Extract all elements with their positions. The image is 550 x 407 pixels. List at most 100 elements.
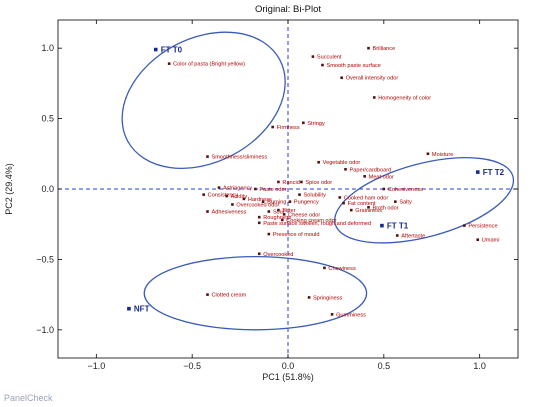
attribute-point <box>330 313 334 316</box>
attribute-point <box>288 200 292 203</box>
attribute-point <box>206 293 209 296</box>
attribute-label: Homogeneity of color <box>378 95 431 101</box>
attribute-point <box>317 160 320 164</box>
attribute-label: Cohesiveness <box>388 187 423 193</box>
attribute-point <box>426 152 430 156</box>
attribute-point <box>463 224 466 227</box>
y-tick-label: 0.5 <box>41 114 54 124</box>
attribute-label: Aftertaste <box>401 233 425 239</box>
attribute-label: Graininess <box>355 208 382 214</box>
attribute-label: Bitter <box>282 208 295 214</box>
attribute-label: Consistency <box>208 193 239 199</box>
zero-lines <box>58 20 518 358</box>
y-tick-label: 0.0 <box>41 184 54 194</box>
attribute-label: Springiness <box>313 295 342 301</box>
attribute-point <box>338 196 342 199</box>
group-ellipses <box>121 31 515 331</box>
attribute-point <box>323 266 326 270</box>
attribute-label: Burning <box>267 200 286 206</box>
attribute-label: Stringy <box>307 121 325 127</box>
attribute-label: Succulent <box>317 55 342 61</box>
attribute-label: Solubility <box>304 193 327 199</box>
y-axis-label: PC2 (29.4%) <box>4 163 14 215</box>
attribute-point <box>367 206 370 209</box>
attribute-point <box>321 63 324 67</box>
x-axis-label: PC1 (51.8%) <box>262 372 314 382</box>
panelcheck-watermark: PanelCheck <box>4 393 53 403</box>
group-ellipse-3 <box>143 255 368 331</box>
attribute-label: Chewiness <box>328 266 356 272</box>
attribute-point <box>349 208 353 212</box>
x-tick-label: 0.5 <box>378 361 391 371</box>
attribute-point <box>340 76 343 80</box>
sample-label: FT T0 <box>161 46 183 55</box>
attribute-point <box>217 186 221 189</box>
attribute-label: Paste surface swollen, rough and deforme… <box>263 221 371 227</box>
data-points: Color of pasta (Bright yellow) Succulent B… <box>127 46 505 318</box>
attribute-point <box>257 252 261 256</box>
attribute-label: Broth odor <box>373 205 399 211</box>
attribute-point <box>367 46 370 50</box>
sample-label: FT T2 <box>483 168 505 177</box>
attribute-point <box>280 218 284 222</box>
axis-ticks: −1.0 −0.5 0.0 0.5 1.0 −1.0 −0.5 0.0 0.5 1.0 <box>36 20 518 371</box>
attribute-point <box>277 208 280 212</box>
attribute-point <box>231 203 234 206</box>
attribute-point <box>300 180 303 184</box>
x-tick-label: 1.0 <box>473 361 486 371</box>
attribute-label: Meat odor <box>369 174 394 180</box>
attribute-point <box>206 155 209 158</box>
attribute-label: Astringency <box>223 186 252 192</box>
attribute-label: Color of pasta (Bright yellow) <box>173 62 245 68</box>
attribute-label: Rancid <box>282 180 299 186</box>
attribute-label: Cooked ham odor <box>344 195 389 201</box>
attribute-label: Overcooked odor <box>236 202 279 208</box>
attribute-label: Brilliance <box>373 46 396 52</box>
attribute-label: Persistence <box>468 224 497 230</box>
sample-label: FT T1 <box>387 222 409 231</box>
attribute-point <box>254 187 257 191</box>
attribute-point <box>267 232 271 236</box>
attribute-point <box>311 55 315 58</box>
attribute-label: Cheese odor <box>288 212 320 218</box>
attribute-label: Pungency <box>294 200 319 206</box>
attribute-label: Smoothness/sliminess <box>212 155 268 161</box>
sample-point <box>127 306 131 311</box>
group-ellipse-1 <box>121 31 286 169</box>
attribute-point <box>372 96 376 99</box>
attribute-point <box>342 201 345 205</box>
attribute-point <box>225 194 228 198</box>
sample-point <box>475 170 480 174</box>
attribute-label: Cooking cream odor <box>286 218 337 224</box>
attribute-point <box>302 121 305 125</box>
attribute-point <box>476 238 480 241</box>
attribute-point <box>363 175 366 178</box>
attribute-label: Firmness <box>277 125 300 131</box>
attribute-label: Sour <box>273 210 285 216</box>
sample-point <box>380 223 384 228</box>
attribute-label: Acidity <box>231 194 248 200</box>
attribute-label: Overcooked <box>263 252 293 258</box>
attribute-point <box>206 210 209 213</box>
x-tick-label: −0.5 <box>183 361 201 371</box>
attribute-label: Spice odor <box>305 180 332 186</box>
attribute-label: Clotted cream <box>212 293 247 299</box>
attribute-point <box>267 210 271 213</box>
attribute-point <box>202 193 205 196</box>
attribute-label: Roughness <box>263 215 292 221</box>
attribute-point <box>298 193 301 196</box>
attribute-label: Umami <box>482 238 500 244</box>
y-tick-label: −1.0 <box>36 325 54 335</box>
attribute-label: Salty <box>399 200 412 206</box>
attribute-point <box>277 180 280 184</box>
attribute-point <box>307 296 311 299</box>
x-tick-label: −1.0 <box>87 361 105 371</box>
attribute-point <box>344 167 347 171</box>
attribute-point <box>271 125 274 129</box>
group-ellipse-2 <box>334 156 515 244</box>
attribute-label: Smooth paste surface <box>327 63 381 69</box>
attribute-point <box>167 62 171 65</box>
x-tick-label: 0.0 <box>282 361 295 371</box>
sample-point <box>153 47 158 52</box>
y-tick-label: −0.5 <box>36 254 54 264</box>
